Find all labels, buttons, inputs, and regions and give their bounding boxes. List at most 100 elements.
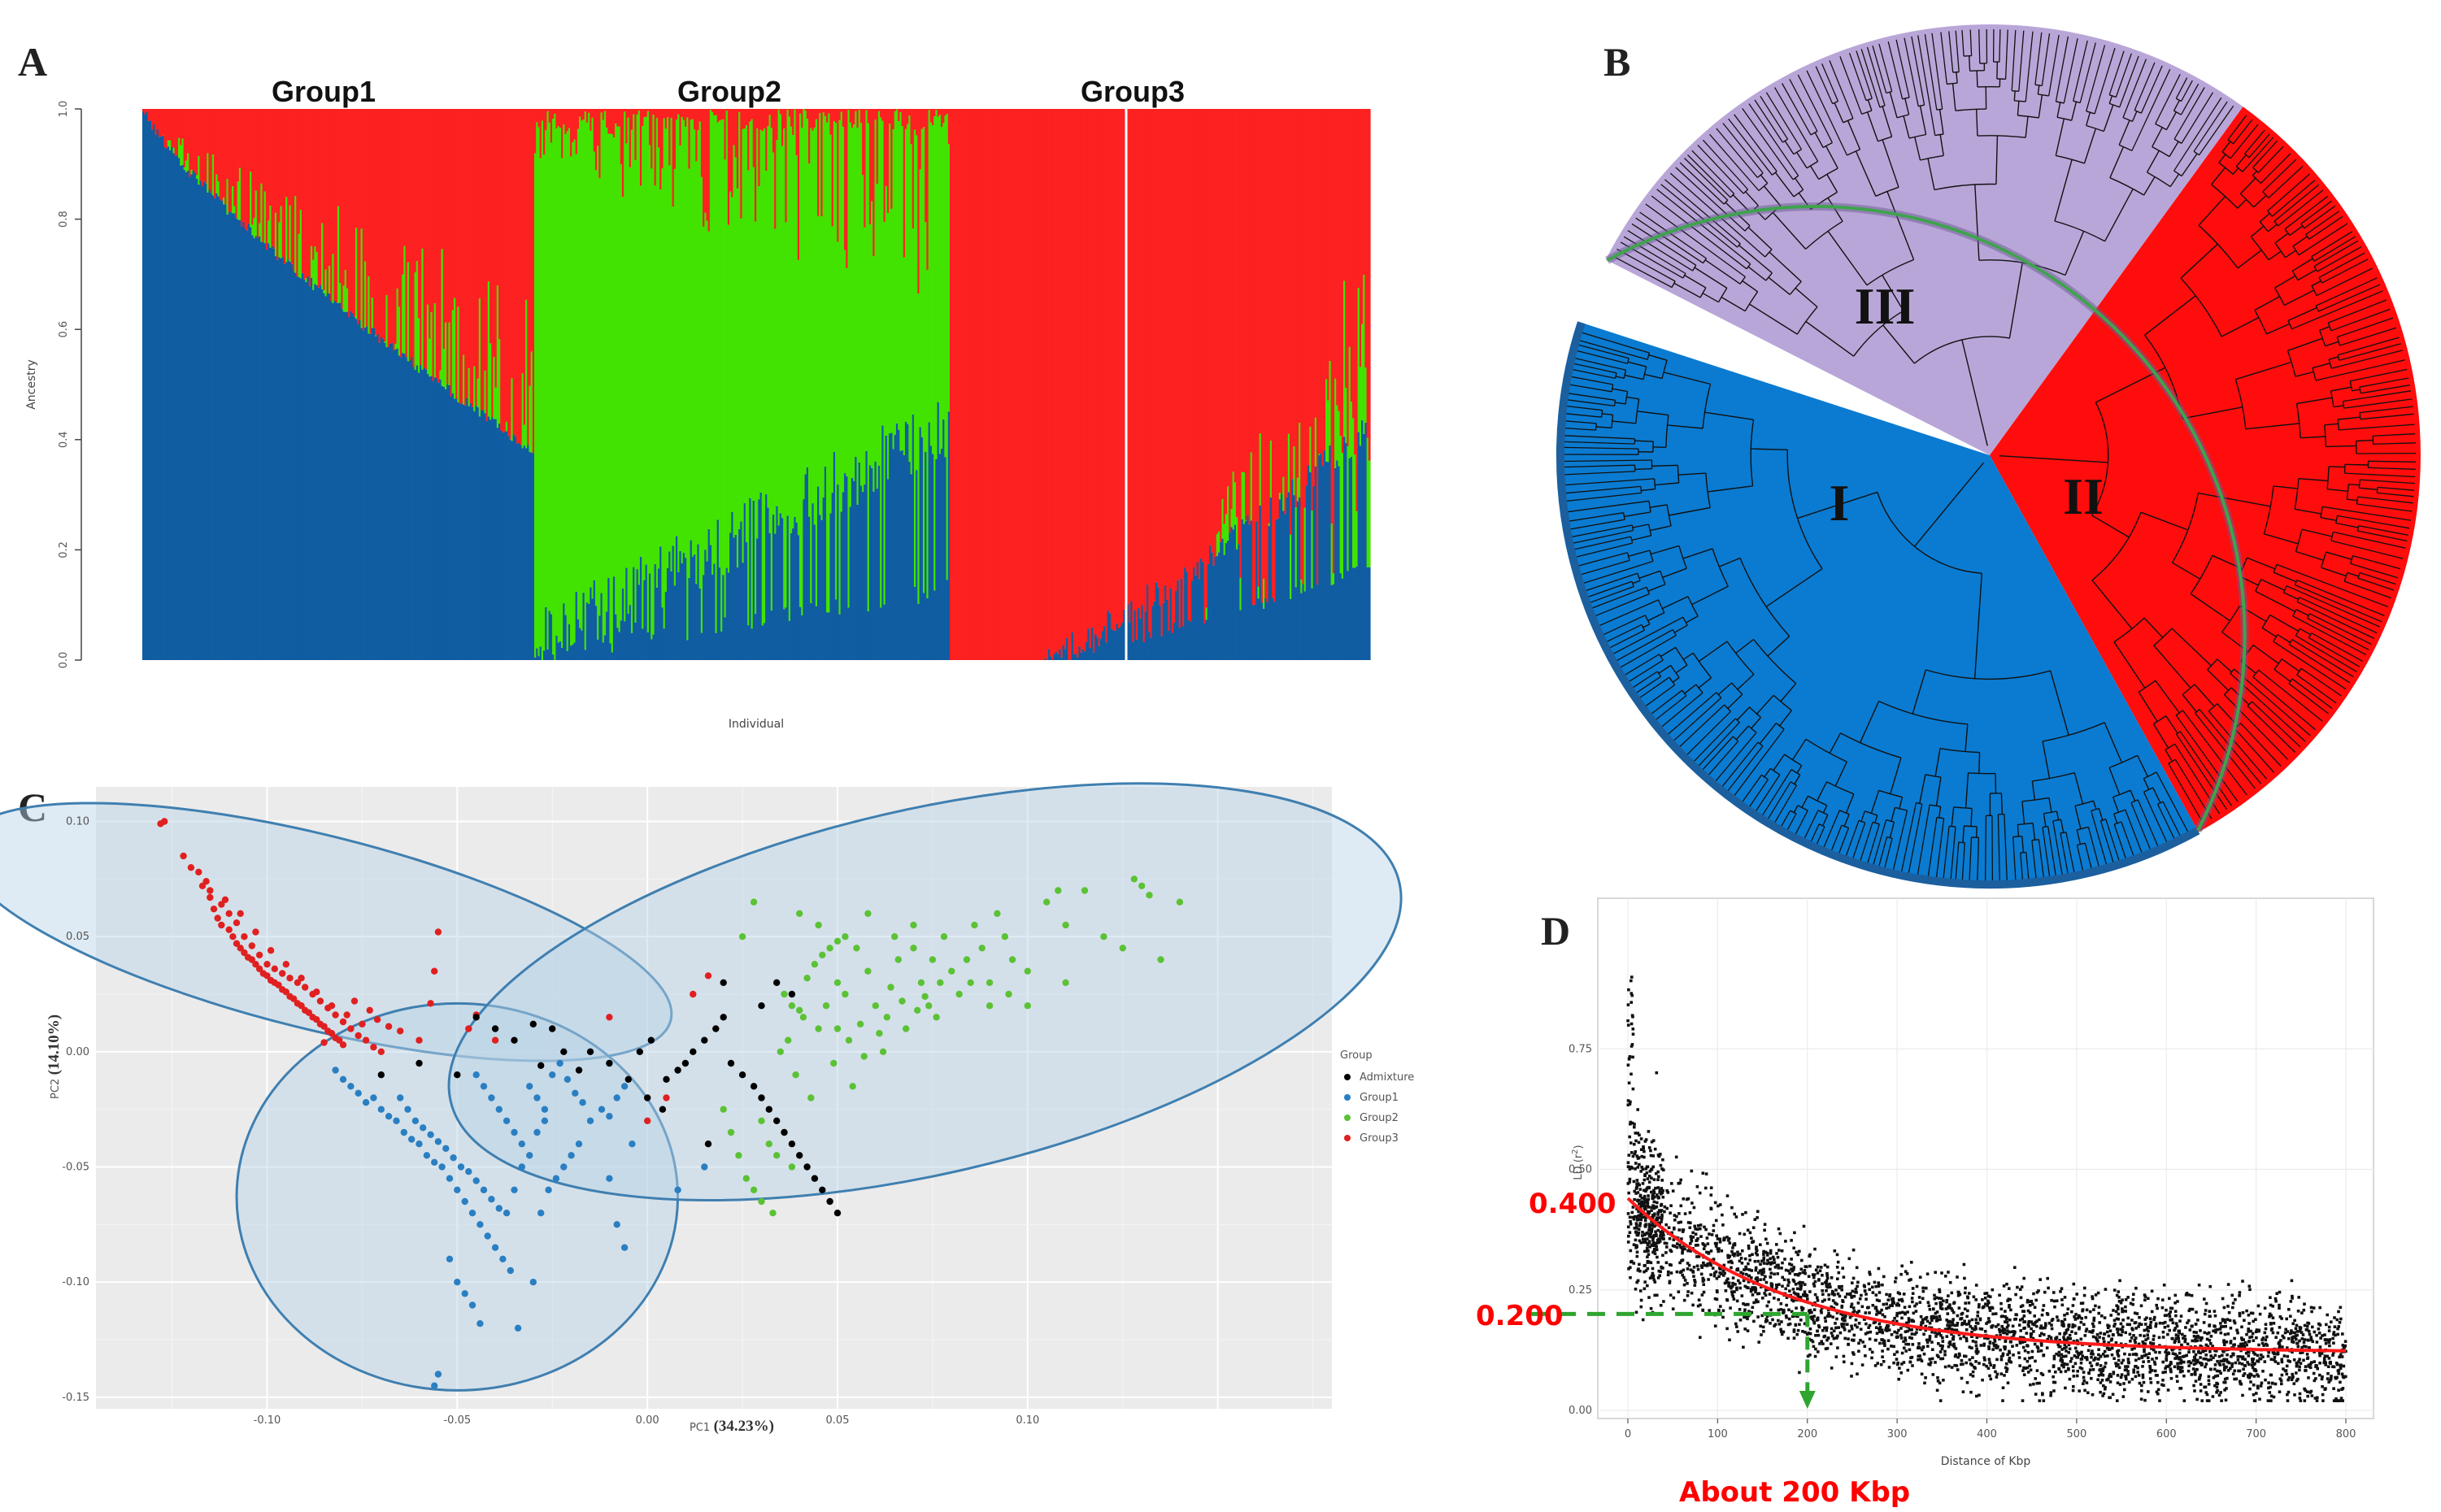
legend-title: Group xyxy=(1340,1049,1373,1062)
point-group1 xyxy=(472,1177,480,1184)
ld-point xyxy=(1637,1141,1641,1145)
ancestry-bar-blue xyxy=(1220,542,1222,660)
ancestry-bar-red xyxy=(545,109,548,131)
ld-point xyxy=(2308,1362,2313,1366)
ancestry-bar-red xyxy=(1299,109,1301,424)
ancestry-bar-blue xyxy=(871,467,873,660)
tree-leaf-branch xyxy=(1564,471,1635,476)
ancestry-bar-red xyxy=(180,109,183,146)
ld-point xyxy=(1900,1351,1904,1355)
tree-arc xyxy=(1925,669,2051,680)
ancestry-bar-red xyxy=(1305,109,1308,486)
tree-leaf-branch xyxy=(2173,87,2205,140)
ancestry-bar-green xyxy=(1232,471,1235,530)
ld-point xyxy=(1644,1269,1648,1272)
ld-point xyxy=(2097,1353,2100,1357)
tree-leaf-branch xyxy=(2156,771,2189,833)
point-group3 xyxy=(427,1000,434,1007)
ancestry-bar-blue xyxy=(1202,562,1204,660)
ancestry-bar-green xyxy=(278,222,281,258)
ld-point xyxy=(1662,1168,1665,1171)
ancestry-bar-blue xyxy=(167,146,170,660)
tree-leaf-branch xyxy=(1969,29,1973,56)
ancestry-bar-green xyxy=(740,218,743,522)
ancestry-bar-blue xyxy=(394,349,398,660)
ancestry-bar-blue xyxy=(1232,529,1235,660)
ld-point xyxy=(2110,1353,2114,1357)
ld-point xyxy=(1630,979,1633,983)
point-admixture xyxy=(575,1067,583,1074)
ld-point xyxy=(2147,1352,2152,1355)
ancestry-bar-red xyxy=(192,109,195,171)
tree-arc xyxy=(2198,224,2239,269)
ancestry-bar-red xyxy=(426,109,429,305)
ancestry-bar-blue xyxy=(181,164,185,661)
ld-point xyxy=(1635,1223,1638,1227)
ld-point xyxy=(1728,1338,1731,1342)
ancestry-bar-green xyxy=(686,117,690,641)
ld-point xyxy=(2312,1306,2316,1310)
tree-leaf-branch xyxy=(1697,144,1744,194)
ancestry-bar-red xyxy=(968,109,970,660)
ancestry-bar-blue xyxy=(688,577,691,660)
ld-point xyxy=(1930,1340,1934,1344)
tree-stem xyxy=(1814,132,1824,148)
ancestry-bar-blue xyxy=(1352,567,1355,660)
tree-leaf-branch xyxy=(2278,189,2324,227)
ld-point xyxy=(1634,1150,1637,1154)
ancestry-bar-red xyxy=(280,109,283,206)
ld-point xyxy=(1771,1261,1774,1265)
ancestry-bar-blue xyxy=(600,593,603,660)
ancestry-bar-blue xyxy=(1308,465,1310,660)
ancestry-bar-blue xyxy=(271,245,274,660)
clade-iii-label: III xyxy=(1855,277,1916,335)
ancestry-bar-blue xyxy=(926,597,929,660)
ld-point xyxy=(2156,1380,2160,1384)
ancestry-bar-green xyxy=(323,289,326,293)
ancestry-bar-green xyxy=(922,127,925,593)
ancestry-bar-green xyxy=(1345,388,1347,443)
tree-leaf-branch xyxy=(1576,350,1628,364)
ancestry-bar-green xyxy=(804,111,807,475)
point-group2 xyxy=(860,1053,868,1060)
ancestry-bar-green xyxy=(709,110,712,545)
ld-point xyxy=(1661,1267,1664,1270)
ancestry-bar-red xyxy=(1332,109,1335,574)
ancestry-bar-blue xyxy=(1263,608,1265,660)
ancestry-bar-blue xyxy=(180,165,183,660)
panel-a-xlabel: Individual xyxy=(729,718,784,731)
ancestry-bar-red xyxy=(913,109,916,130)
tree-stem xyxy=(2013,90,2016,101)
tree-leaf-branch xyxy=(2318,284,2381,312)
ancestry-bar-blue xyxy=(709,545,712,660)
ancestry-bar-red xyxy=(1008,109,1012,660)
tree-leaf-branch xyxy=(2063,38,2078,104)
tree-leaf-branch xyxy=(1566,492,1642,502)
point-group3 xyxy=(690,990,697,998)
ld-point xyxy=(1656,1228,1660,1232)
legend-group1-label: Group1 xyxy=(1360,1092,1399,1104)
ancestry-bar-blue xyxy=(733,537,736,660)
ancestry-bar-red xyxy=(759,109,763,130)
tree-stem xyxy=(2221,316,2260,337)
tree-leaf-branch xyxy=(1761,769,1792,816)
ancestry-bar-red xyxy=(529,109,532,386)
ancestry-bar-blue xyxy=(1273,602,1276,660)
point-group1 xyxy=(457,1163,465,1171)
ancestry-bar-blue xyxy=(1320,453,1323,660)
ancestry-bar-blue xyxy=(664,591,668,660)
ld-point xyxy=(2065,1349,2068,1353)
ld-point xyxy=(2143,1318,2147,1321)
tree-stem xyxy=(1870,790,1880,814)
ancestry-bar-blue xyxy=(217,196,220,660)
ancestry-bar-red xyxy=(872,109,876,257)
ld-point xyxy=(1630,1022,1634,1026)
ancestry-bar-blue xyxy=(557,642,560,660)
ancestry-bar-blue xyxy=(643,580,646,660)
ld-point xyxy=(1999,1333,2002,1336)
ancestry-bar-green xyxy=(759,129,763,493)
ld-point xyxy=(1628,1135,1631,1139)
ancestry-bar-blue xyxy=(341,308,344,660)
ancestry-bar-green xyxy=(511,378,514,441)
ld-point xyxy=(1971,1356,1974,1359)
